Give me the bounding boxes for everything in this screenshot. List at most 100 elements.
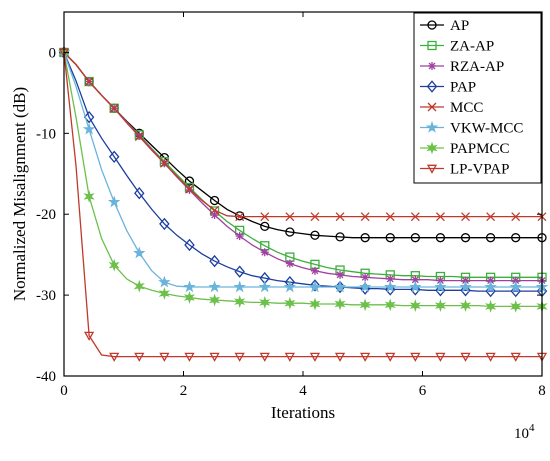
data-point [427, 102, 437, 112]
data-point [235, 212, 245, 222]
data-point [427, 40, 437, 51]
data-point [335, 232, 345, 242]
data-point [208, 280, 221, 293]
data-point [385, 212, 395, 222]
legend-item: PAP [420, 80, 476, 96]
data-point [183, 291, 195, 304]
data-point [409, 280, 422, 293]
legend-label: VKW-MCC [450, 121, 523, 137]
y-tick-label: 0 [49, 45, 57, 61]
y-tick-label: -20 [36, 207, 56, 223]
data-point [285, 259, 294, 268]
data-point [208, 293, 221, 307]
data-point [360, 233, 370, 243]
tick-layer: 0 2 4 6 8 0 -10 -20 -30 -40 [36, 12, 546, 399]
data-point [461, 276, 470, 285]
data-point [184, 352, 195, 362]
legend-item: LP-VPAP [420, 162, 509, 178]
data-point [184, 238, 195, 252]
data-point [359, 298, 371, 312]
data-point [384, 283, 396, 296]
data-point [109, 103, 119, 113]
data-point [134, 186, 145, 200]
data-point [484, 280, 497, 293]
data-point [358, 280, 372, 293]
data-point [360, 212, 370, 222]
x-tick-label: 0 [60, 383, 68, 399]
x-tick-label: 6 [419, 383, 427, 399]
data-point [159, 158, 169, 168]
data-point [511, 212, 521, 222]
data-point [384, 280, 397, 293]
data-point [134, 352, 145, 362]
data-point [285, 212, 295, 222]
data-point [510, 352, 521, 362]
data-point [310, 212, 320, 222]
data-point [183, 280, 196, 293]
data-point [435, 212, 445, 222]
data-point [234, 352, 245, 362]
data-point [184, 176, 195, 186]
data-point [260, 212, 270, 222]
data-point [410, 233, 420, 243]
data-point [309, 352, 321, 362]
data-point [284, 352, 295, 362]
data-point [83, 189, 95, 203]
data-point [485, 233, 496, 243]
legend-label: AP [450, 18, 469, 34]
data-point [486, 212, 496, 222]
data-point [360, 352, 371, 362]
data-point [461, 212, 470, 222]
data-point [410, 283, 421, 296]
data-point [385, 233, 395, 243]
series-line [63, 52, 542, 358]
data-point [309, 297, 321, 311]
series-line [63, 51, 542, 218]
data-point [133, 246, 146, 259]
data-point [425, 120, 439, 133]
data-point [209, 195, 220, 206]
legend-item: VKW-MCC [420, 121, 523, 137]
data-point [209, 254, 220, 268]
legend-label: PAP [450, 80, 476, 96]
legend-item: AP [420, 18, 469, 34]
data-point [510, 284, 521, 298]
data-point [260, 248, 269, 257]
data-point [308, 280, 322, 293]
data-point [426, 141, 438, 155]
x-tick-label: 4 [299, 383, 307, 399]
series-lp-vpap [58, 48, 548, 362]
data-point [485, 299, 497, 313]
data-point [334, 297, 346, 311]
data-point [410, 212, 420, 222]
data-point [460, 284, 471, 297]
legend-label: RZA-AP [450, 59, 504, 75]
data-point [234, 265, 245, 278]
data-point [511, 233, 521, 243]
series-papmcc [58, 45, 548, 313]
data-point [82, 122, 96, 135]
x-tick-label: 8 [538, 383, 546, 399]
data-point [133, 279, 145, 293]
data-point [158, 287, 170, 300]
data-point [310, 266, 319, 275]
data-point [235, 232, 244, 241]
data-point [335, 212, 345, 222]
y-axis-label: Normalized Misalignment (dB) [10, 87, 29, 301]
data-point [459, 280, 472, 293]
legend-item: PAPMCC [420, 141, 510, 157]
data-point [460, 352, 471, 362]
series-line [63, 52, 542, 288]
legend-label: PAPMCC [450, 141, 510, 157]
data-point [460, 299, 472, 312]
data-point [83, 110, 95, 124]
data-point [159, 352, 170, 362]
x-tick-label: 2 [180, 383, 188, 399]
legend-item: RZA-AP [420, 59, 504, 75]
data-point [260, 221, 270, 232]
data-point [259, 295, 271, 309]
data-point [159, 217, 170, 231]
legend-label: MCC [450, 100, 483, 116]
